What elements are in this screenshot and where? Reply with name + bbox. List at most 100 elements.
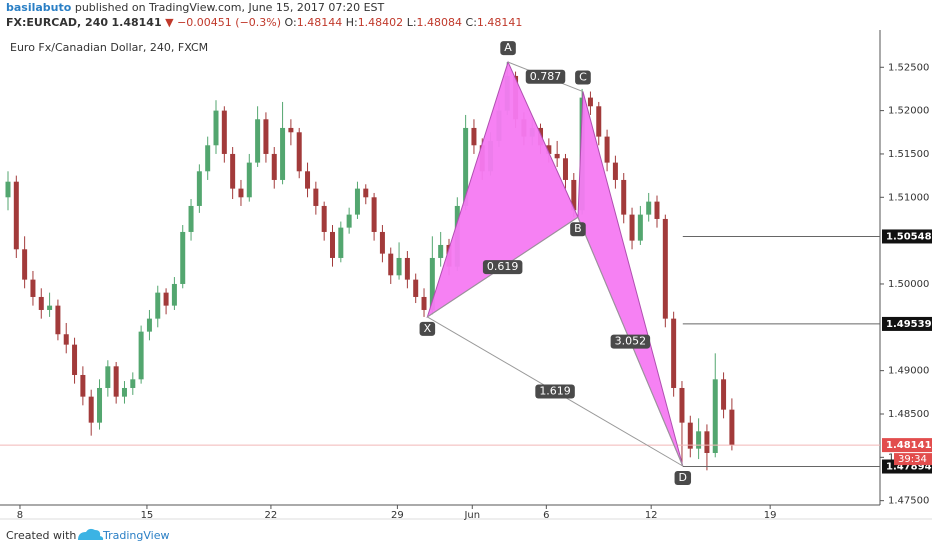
candle-body — [388, 253, 394, 276]
candle-body — [612, 162, 618, 180]
candle-body — [205, 145, 211, 172]
y-tick-label: 1.51000 — [888, 192, 929, 203]
ohlc-label: L: — [406, 16, 417, 29]
candle-body — [305, 171, 311, 189]
candle-body — [246, 162, 252, 198]
candle-body — [604, 136, 610, 163]
x-tick-label: 29 — [391, 510, 404, 521]
candle-body — [421, 296, 427, 310]
price-tag — [882, 438, 932, 453]
candle-body — [654, 201, 660, 219]
candle-body — [30, 279, 36, 297]
candle-body — [554, 153, 560, 159]
point-label: X — [424, 322, 432, 335]
candle-body — [296, 132, 302, 172]
candle-body — [88, 396, 94, 423]
ratio-label: 1.619 — [539, 384, 571, 397]
price-tag-label: 1.48141 — [886, 440, 932, 451]
y-tick-label: 1.47500 — [888, 496, 929, 507]
y-tick-label: 1.51500 — [888, 149, 929, 160]
candle-body — [313, 188, 319, 206]
candle-body — [687, 422, 693, 449]
candle-body — [55, 305, 61, 335]
header-line: FX:EURCAD, 240 1.48141 ▼ −0.00451 (−0.3%… — [6, 15, 522, 30]
candle-body — [213, 110, 219, 146]
x-tick-label: 6 — [543, 510, 549, 521]
candle-body — [80, 374, 86, 397]
candle-body — [72, 344, 78, 375]
candle-body — [637, 214, 643, 241]
candle-body — [130, 379, 136, 388]
x-tick-label: Jun — [463, 510, 480, 521]
candle-body — [230, 153, 236, 189]
candle-body — [321, 205, 327, 232]
y-tick-label: 1.52500 — [888, 62, 929, 73]
y-tick-label: 1.49000 — [888, 366, 929, 377]
candle-body — [221, 110, 227, 154]
ratio-label-bg — [535, 384, 575, 399]
candle-body — [571, 179, 577, 211]
candle-body — [138, 331, 144, 380]
ohlc-value: 1.48402 — [357, 16, 404, 29]
candle-body — [113, 366, 119, 397]
candle-body — [22, 249, 28, 280]
point-label: D — [679, 471, 687, 484]
level-tag — [882, 229, 932, 244]
footer-text: Created with — [6, 529, 76, 542]
point-label-bg — [500, 41, 516, 56]
point-label-bg — [674, 470, 692, 485]
candle-body — [371, 197, 377, 232]
candle-body — [121, 387, 127, 397]
candle-body — [471, 127, 477, 146]
point-label: B — [574, 222, 582, 235]
candle-body — [38, 296, 44, 310]
symbol: FX:EURCAD, 240 — [6, 16, 108, 29]
candle-body — [379, 231, 385, 254]
candle-body — [712, 379, 718, 453]
candle-body — [546, 145, 552, 154]
candle-body — [413, 279, 419, 297]
down-arrow: ▼ — [165, 16, 174, 29]
ohlc-label: H: — [345, 16, 358, 29]
y-tick-label: 1.50000 — [888, 279, 929, 290]
candle-body — [105, 366, 111, 388]
candle-body — [255, 119, 261, 163]
x-tick-label: 15 — [141, 510, 154, 521]
brand[interactable]: TradingView — [102, 529, 169, 542]
point-label-bg — [419, 321, 436, 336]
ohlc-value: 1.48084 — [416, 16, 463, 29]
y-tick-label: 1.52000 — [888, 106, 929, 117]
published: published on TradingView.com, June 15, 2… — [71, 1, 385, 14]
ratio-label: 3.052 — [615, 335, 647, 348]
candle-body — [13, 181, 19, 250]
candle-body — [621, 179, 627, 215]
ohlc-label: C: — [465, 16, 477, 29]
candle-body — [163, 292, 169, 306]
ohlc: O:1.48144 H:1.48402 L:1.48084 C:1.48141 — [285, 16, 523, 29]
pattern-triangle — [426, 60, 579, 319]
candle-body — [404, 257, 410, 280]
candle-body — [238, 188, 244, 198]
plot — [0, 62, 880, 471]
candle-body — [180, 231, 186, 284]
candle-body — [280, 127, 286, 180]
candle-body — [171, 283, 177, 306]
price: 1.48141 — [111, 16, 162, 29]
candle-body — [354, 188, 360, 215]
author[interactable]: basilabuto — [6, 1, 72, 14]
candle-body — [188, 205, 194, 232]
candle-body — [438, 244, 444, 258]
candle-body — [679, 387, 685, 423]
ratio-label: 0.619 — [487, 260, 519, 273]
level-tag — [882, 316, 932, 331]
candle-body — [587, 97, 593, 107]
candle-body — [662, 218, 668, 319]
level-label: 1.50548 — [886, 231, 932, 242]
candle-body — [271, 153, 277, 180]
candle-body — [5, 181, 11, 198]
candle-body — [329, 231, 335, 258]
candle-body — [429, 257, 435, 310]
level-label: 1.47894 — [886, 462, 932, 473]
x-tick-label: 8 — [17, 510, 23, 521]
